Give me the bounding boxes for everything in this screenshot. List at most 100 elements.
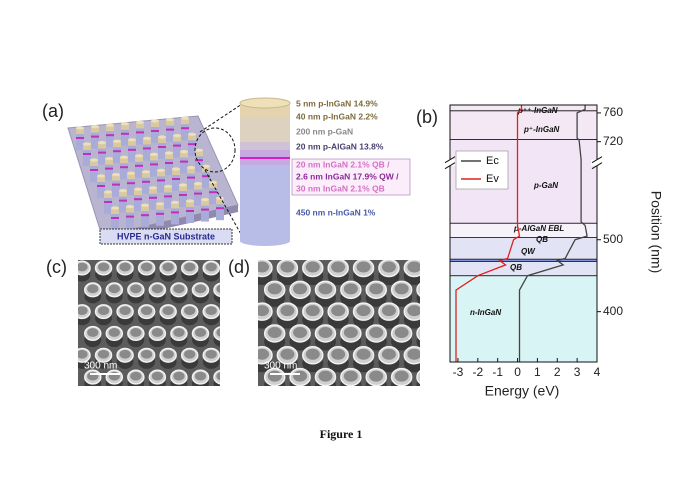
sem-pattern bbox=[78, 260, 220, 386]
layer-label: 200 nm p-GaN bbox=[296, 126, 353, 136]
pillar-top bbox=[149, 186, 157, 190]
sem-pillar-top bbox=[407, 348, 420, 360]
sem-pillar-top bbox=[331, 348, 346, 360]
region-label: QW bbox=[521, 247, 536, 256]
pillar-top bbox=[181, 116, 189, 120]
pillar-band bbox=[104, 201, 112, 203]
pillar-top bbox=[128, 138, 136, 142]
panel-label: (b) bbox=[416, 107, 438, 127]
pillar-cap bbox=[186, 201, 194, 207]
pillar-cap bbox=[120, 157, 128, 164]
axis-break-mark bbox=[591, 162, 603, 170]
pillar-top bbox=[135, 154, 143, 158]
pillar-top bbox=[90, 158, 98, 162]
pillar-top bbox=[136, 120, 144, 124]
pillar-cap bbox=[181, 118, 189, 125]
panel-label: (d) bbox=[228, 257, 250, 277]
sem-pillar-top bbox=[369, 283, 384, 295]
scale-bar-label: 300 nm bbox=[84, 361, 117, 372]
pillar-band bbox=[149, 196, 157, 199]
pillar-top bbox=[188, 132, 196, 136]
sem-pillar-top bbox=[205, 306, 217, 316]
pillar-top bbox=[119, 189, 127, 193]
panel-label: (c) bbox=[46, 257, 67, 277]
sem-pillar-top bbox=[381, 348, 396, 360]
pillar-cap bbox=[97, 176, 105, 182]
sem-pillar bbox=[416, 370, 420, 385]
pillar-band bbox=[143, 147, 151, 150]
pillar-cap bbox=[126, 206, 134, 213]
pillar-top bbox=[98, 141, 106, 145]
layer-label: 20 nm InGaN 2.1% QB / bbox=[296, 159, 390, 169]
sem-pillar bbox=[416, 326, 420, 341]
axis-break-mark bbox=[444, 156, 456, 164]
pillar-cap bbox=[83, 144, 91, 150]
x-tick-label: -1 bbox=[492, 365, 503, 379]
pillar-top bbox=[104, 190, 112, 194]
pillar-top bbox=[142, 170, 150, 174]
pillar-band bbox=[121, 132, 129, 135]
sem-pillar-top bbox=[173, 371, 185, 381]
pillar-top bbox=[202, 164, 210, 168]
y-tick-label: 720 bbox=[603, 134, 623, 148]
pillar-cap bbox=[105, 158, 113, 165]
x-tick-label: -2 bbox=[472, 365, 483, 379]
sem-pillar-top bbox=[267, 326, 282, 338]
pillar-band bbox=[127, 182, 135, 185]
pillar-top bbox=[186, 199, 194, 203]
sem-pillar-top bbox=[141, 262, 153, 272]
pillar-band bbox=[202, 175, 210, 178]
sem-pillar-top bbox=[119, 349, 131, 359]
pillar-band bbox=[165, 162, 173, 164]
axis-break-gap bbox=[444, 159, 456, 166]
axis-break-mark bbox=[444, 162, 456, 170]
sem-pillar-top bbox=[162, 306, 174, 316]
pillar-cap bbox=[136, 122, 144, 129]
pillar-cap bbox=[128, 139, 136, 146]
sem-pillar-top bbox=[381, 305, 396, 317]
pillar-band bbox=[157, 179, 165, 182]
pillar-top bbox=[187, 166, 195, 170]
pillar-band bbox=[158, 146, 166, 148]
pillar-band bbox=[186, 210, 194, 212]
pillar-cap bbox=[143, 138, 151, 145]
sem-pillar-top bbox=[119, 306, 131, 316]
pillar-top bbox=[91, 125, 99, 129]
sem-pillar-top bbox=[280, 261, 295, 273]
substrate-label: HVPE n-GaN Substrate bbox=[117, 231, 215, 241]
sem-pillar-top bbox=[194, 371, 207, 381]
sem-pillar-top bbox=[394, 283, 409, 295]
x-axis-title: Energy (eV) bbox=[485, 383, 560, 399]
pillar-band bbox=[173, 144, 181, 147]
sem-pillar-top bbox=[108, 328, 120, 337]
pillar-cap bbox=[179, 185, 187, 191]
pillar-band bbox=[180, 160, 188, 163]
sem-pillar-top bbox=[151, 284, 163, 294]
sem-pillar-top bbox=[343, 370, 358, 382]
cylinder-top bbox=[239, 97, 291, 109]
sem-pillar-top bbox=[130, 328, 142, 337]
pillar-cap bbox=[142, 171, 150, 178]
x-tick-label: 3 bbox=[574, 365, 581, 379]
pillar-band bbox=[98, 151, 106, 154]
sem-pillar-top bbox=[394, 326, 409, 338]
sem-pillar-top bbox=[78, 262, 88, 272]
layer-region bbox=[449, 260, 598, 277]
pillar-cap bbox=[157, 170, 165, 177]
sem-pillar bbox=[416, 282, 420, 297]
pillar-cap bbox=[194, 183, 202, 190]
layer-region bbox=[449, 275, 598, 363]
layer-label: 2.6 nm InGaN 17.9% QW / bbox=[296, 171, 399, 181]
pillar-band bbox=[76, 137, 84, 139]
pillar-cap bbox=[165, 153, 173, 159]
sem-pillar-top bbox=[267, 370, 282, 382]
pillar-cap bbox=[90, 160, 98, 166]
sem-pillar-top bbox=[194, 284, 207, 294]
sem-pillar-top bbox=[407, 305, 420, 317]
pillar-top bbox=[166, 118, 174, 122]
sem-pillar-top bbox=[369, 370, 384, 382]
sem-pillar-top bbox=[343, 283, 358, 295]
sem-pillar-top bbox=[162, 262, 174, 272]
pillar-cap bbox=[112, 174, 120, 181]
region-label: QB bbox=[510, 263, 522, 272]
